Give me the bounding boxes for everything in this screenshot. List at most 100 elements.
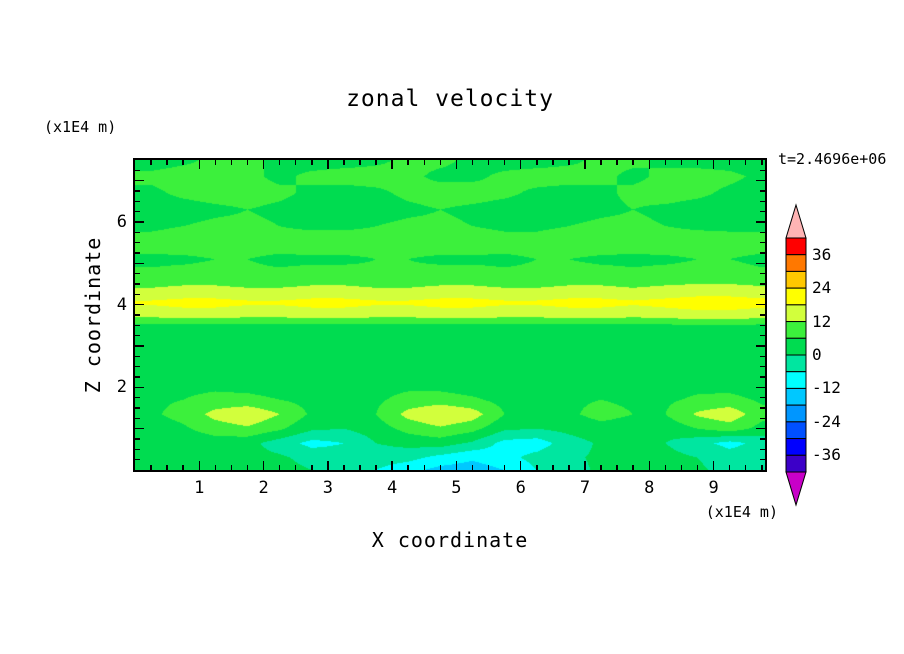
tick-mark <box>536 465 538 470</box>
tick-mark <box>230 465 233 470</box>
tick-mark <box>135 458 140 461</box>
tick-mark <box>135 262 144 265</box>
tick-mark <box>728 465 731 470</box>
tick-mark <box>552 160 554 165</box>
tick-mark <box>632 160 634 165</box>
tick-mark <box>760 241 765 244</box>
tick-mark <box>584 461 586 470</box>
page-title: zonal velocity <box>346 86 554 112</box>
x-tick-label: 1 <box>194 478 205 498</box>
colorbar-arrow-up <box>785 203 807 239</box>
tick-mark <box>471 160 474 165</box>
tick-mark <box>311 160 313 165</box>
tick-mark <box>760 355 765 358</box>
tick-mark <box>135 334 140 337</box>
x-tick-label: 8 <box>644 478 655 498</box>
x-tick-label: 5 <box>451 478 462 498</box>
tick-mark <box>135 324 140 327</box>
tick-mark <box>756 179 765 182</box>
tick-mark <box>343 465 345 470</box>
tick-mark <box>135 231 140 234</box>
tick-mark <box>756 345 765 347</box>
tick-mark <box>648 160 651 169</box>
tick-mark <box>214 465 217 470</box>
tick-mark <box>439 465 442 470</box>
tick-mark <box>166 160 168 165</box>
time-annotation: t=2.4696e+06 <box>778 150 887 168</box>
tick-mark <box>760 200 765 203</box>
tick-mark <box>760 293 765 296</box>
tick-mark <box>230 160 233 165</box>
tick-mark <box>135 169 140 172</box>
contour-canvas <box>135 160 765 470</box>
tick-mark <box>760 190 765 192</box>
tick-mark <box>246 160 249 165</box>
colorbar-label: -12 <box>812 378 841 398</box>
tick-mark <box>294 160 297 165</box>
colorbar-label: -24 <box>812 411 841 431</box>
tick-mark <box>198 461 201 470</box>
tick-mark <box>327 461 329 470</box>
tick-mark <box>407 465 409 470</box>
x-tick-label: 9 <box>708 478 719 498</box>
tick-mark <box>135 386 144 389</box>
tick-mark <box>439 160 442 165</box>
tick-mark <box>680 465 683 470</box>
tick-mark <box>760 365 765 368</box>
tick-mark <box>761 160 763 165</box>
tick-mark <box>135 314 140 316</box>
colorbar-segment <box>785 254 807 272</box>
tick-mark <box>487 160 490 165</box>
tick-mark <box>760 272 765 275</box>
tick-mark <box>519 461 522 470</box>
tick-mark <box>760 169 765 172</box>
y-tick-label: 6 <box>116 212 127 232</box>
tick-mark <box>503 160 506 165</box>
tick-mark <box>135 272 140 275</box>
tick-mark <box>135 210 140 213</box>
colorbar-segment <box>785 438 807 456</box>
tick-mark <box>391 160 393 169</box>
tick-mark <box>246 465 249 470</box>
y-tick-label: 2 <box>116 377 127 398</box>
x-axis-label: X coordinate <box>371 528 529 552</box>
colorbar <box>785 203 807 507</box>
tick-mark <box>648 461 651 470</box>
tick-mark <box>391 461 393 470</box>
tick-mark <box>503 465 506 470</box>
tick-mark <box>712 160 715 169</box>
tick-mark <box>359 160 361 165</box>
tick-mark <box>135 396 140 399</box>
tick-mark <box>536 160 538 165</box>
tick-mark <box>262 160 265 169</box>
y-axis-units: (x1E4 m) <box>44 118 117 136</box>
tick-mark <box>568 465 570 470</box>
tick-mark <box>616 465 618 470</box>
tick-mark <box>135 376 140 378</box>
tick-mark <box>375 160 377 165</box>
tick-mark <box>760 438 765 440</box>
tick-mark <box>135 221 144 223</box>
tick-mark <box>632 465 634 470</box>
tick-mark <box>135 345 144 347</box>
tick-mark <box>696 160 699 165</box>
tick-mark <box>311 465 313 470</box>
tick-mark <box>294 465 297 470</box>
tick-mark <box>135 407 140 409</box>
tick-mark <box>600 465 602 470</box>
x-tick-label: 3 <box>322 478 333 498</box>
tick-mark <box>756 303 765 306</box>
tick-mark <box>756 262 765 265</box>
tick-mark <box>359 465 361 470</box>
tick-mark <box>756 221 765 223</box>
colorbar-segment <box>785 321 807 339</box>
tick-mark <box>760 283 765 285</box>
tick-mark <box>600 160 602 165</box>
tick-mark <box>744 160 747 165</box>
colorbar-segment <box>785 337 807 356</box>
tick-mark <box>135 303 144 306</box>
colorbar-segment <box>785 270 807 289</box>
tick-mark <box>760 252 765 254</box>
colorbar-segment <box>785 404 807 423</box>
colorbar-label: 36 <box>812 244 832 264</box>
